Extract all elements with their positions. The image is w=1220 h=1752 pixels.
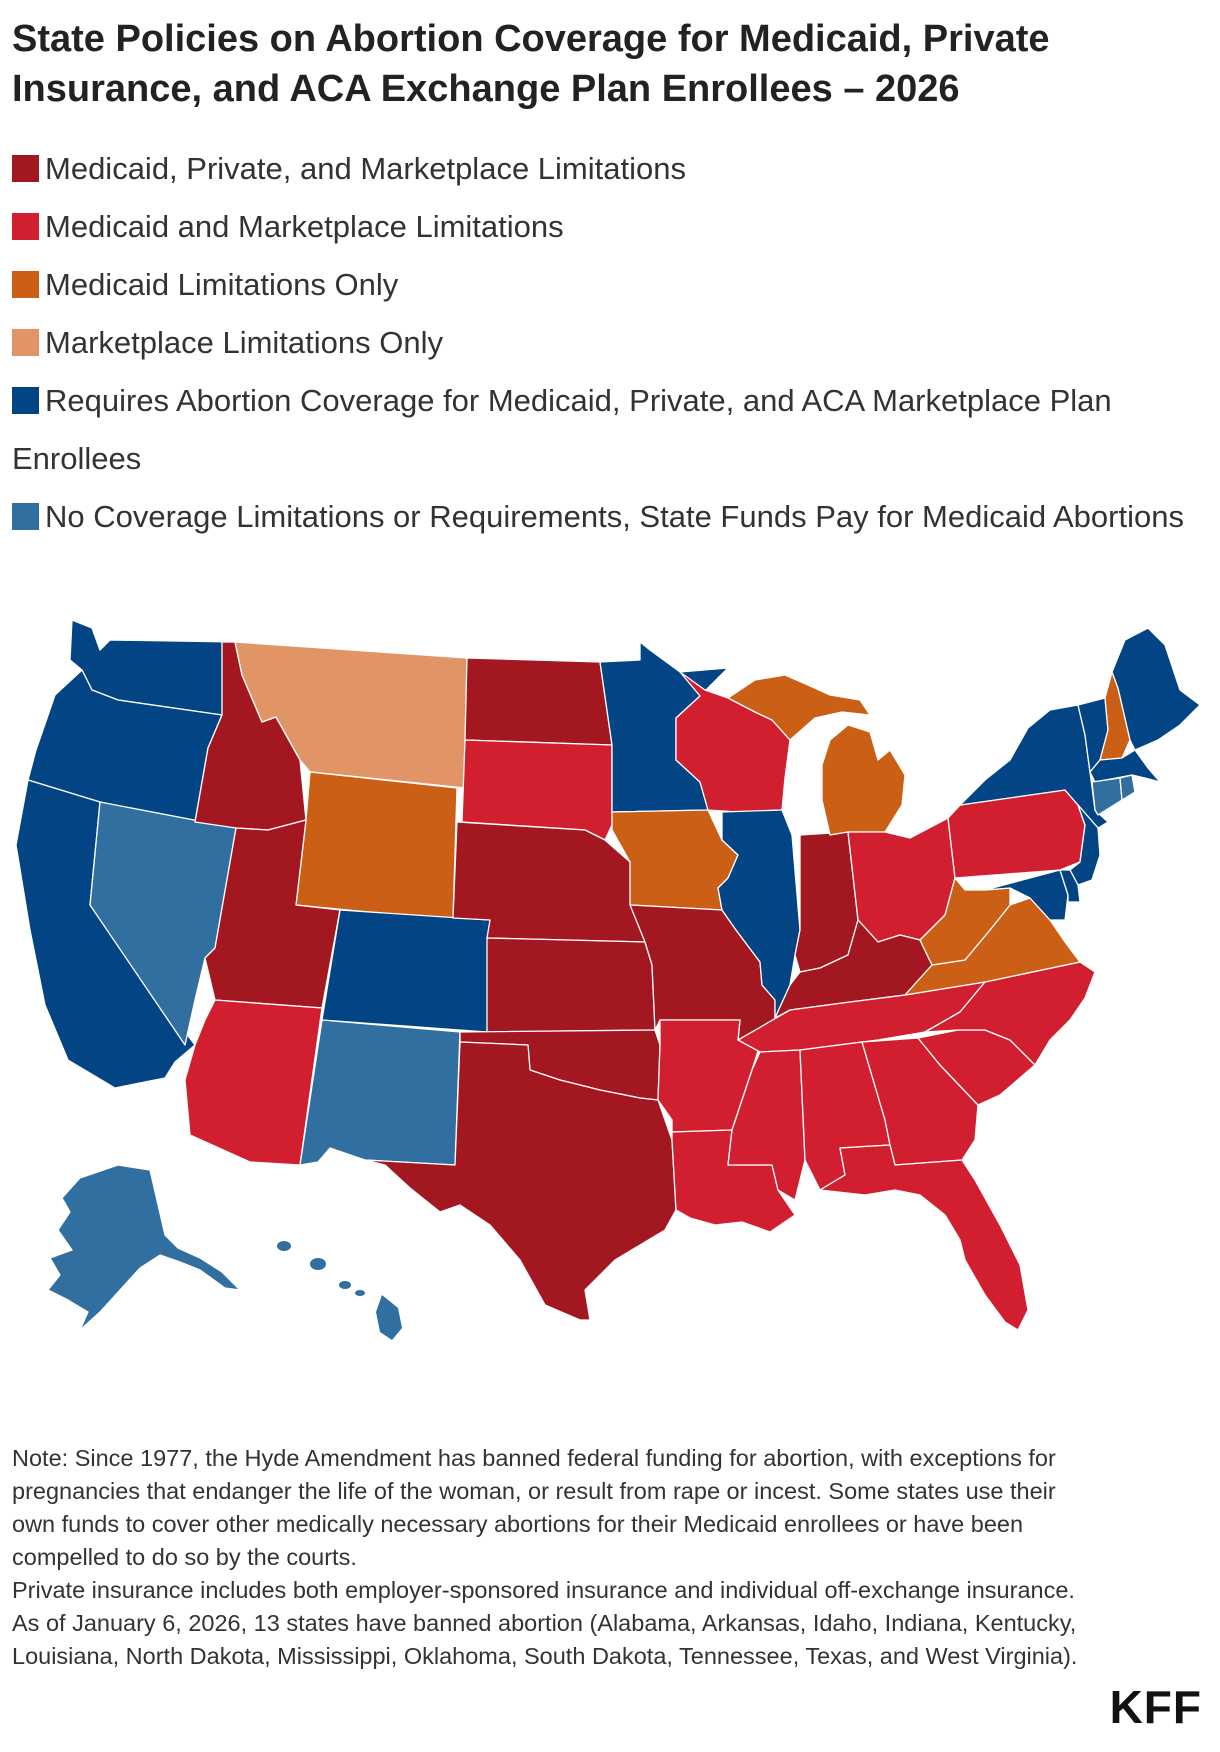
state-texas[interactable] [364, 1041, 677, 1321]
state-new-mexico[interactable] [299, 1019, 461, 1166]
state-delaware[interactable] [1059, 869, 1081, 903]
legend-item-mm: Medicaid and Marketplace Limitations [12, 198, 1212, 256]
note-private-insurance: Private insurance includes both employer… [12, 1577, 1075, 1603]
legend-label: Medicaid Limitations Only [45, 267, 399, 302]
legend-label: Medicaid and Marketplace Limitations [45, 209, 564, 244]
note-bans: As of January 6, 2026, 13 states have ba… [12, 1610, 1078, 1669]
state-hawaii[interactable] [277, 1241, 402, 1340]
state-arizona[interactable] [184, 999, 323, 1166]
note-hyde: Note: Since 1977, the Hyde Amendment has… [12, 1445, 1056, 1570]
kff-logo: KFF [1109, 1681, 1202, 1733]
state-michigan-lower[interactable] [821, 724, 906, 836]
legend-swatch [12, 503, 39, 530]
state-kansas[interactable] [486, 937, 656, 1033]
state-rhode-island[interactable] [1119, 774, 1136, 801]
legend-item-mpm: Medicaid, Private, and Marketplace Limit… [12, 140, 1212, 198]
notes: Note: Since 1977, the Hyde Amendment has… [12, 1442, 1092, 1673]
state-illinois[interactable] [717, 809, 801, 1019]
state-north-dakota[interactable] [464, 657, 613, 746]
legend-label: Marketplace Limitations Only [45, 325, 443, 360]
legend-item-medicaid-only: Medicaid Limitations Only [12, 256, 1212, 314]
legend-item-marketplace-only: Marketplace Limitations Only [12, 314, 1212, 372]
state-colorado[interactable] [321, 909, 491, 1033]
legend-label: No Coverage Limitations or Requirements,… [45, 499, 1184, 534]
state-alaska[interactable] [47, 1164, 241, 1331]
legend-label: Requires Abortion Coverage for Medicaid,… [12, 383, 1112, 476]
legend-swatch [12, 329, 39, 356]
legend-item-requires: Requires Abortion Coverage for Medicaid,… [12, 372, 1212, 488]
state-utah[interactable] [204, 819, 341, 1009]
legend-swatch [12, 387, 39, 414]
legend: Medicaid, Private, and Marketplace Limit… [12, 140, 1212, 546]
state-florida[interactable] [819, 1144, 1029, 1331]
legend-item-no-limits: No Coverage Limitations or Requirements,… [12, 488, 1212, 546]
state-maine[interactable] [1111, 627, 1201, 751]
us-map-svg [15, 619, 1201, 1340]
state-wyoming[interactable] [295, 771, 458, 921]
state-connecticut[interactable] [1091, 777, 1123, 816]
state-michigan-upper[interactable] [727, 674, 871, 741]
page-title: State Policies on Abortion Coverage for … [12, 18, 1050, 110]
legend-label: Medicaid, Private, and Marketplace Limit… [45, 151, 686, 186]
legend-swatch [12, 213, 39, 240]
us-map [0, 600, 1220, 1390]
state-mississippi[interactable] [727, 1049, 806, 1201]
legend-swatch [12, 271, 39, 298]
legend-swatch [12, 155, 39, 182]
